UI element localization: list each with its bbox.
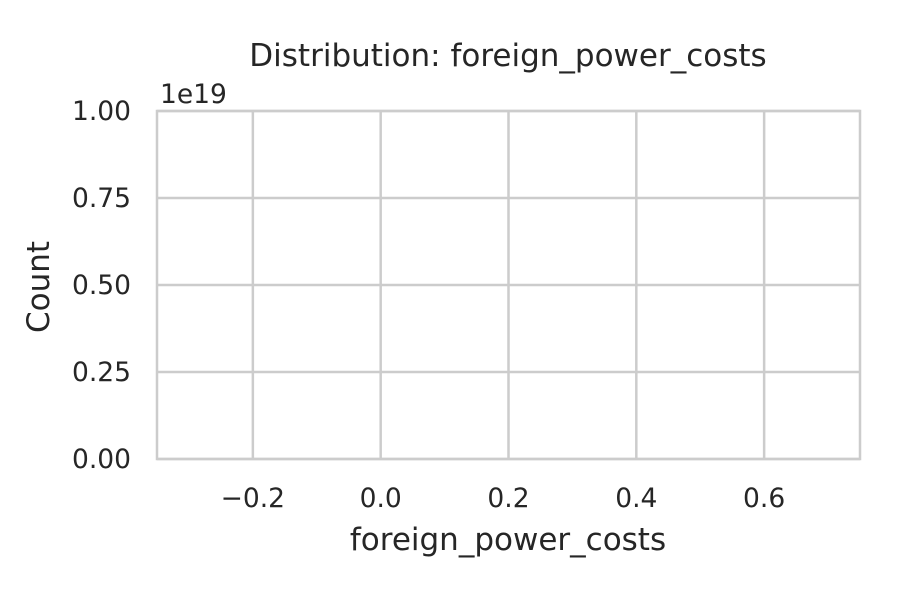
plot-frame <box>155 109 862 461</box>
y-axis-label: Count <box>21 241 57 333</box>
x-tick-label: 0.6 <box>743 483 785 514</box>
y-tick-label: 0.50 <box>72 270 131 301</box>
y-tick-label: 0.75 <box>72 183 131 214</box>
x-tick-label: 0.0 <box>360 483 402 514</box>
x-tick-label: 0.2 <box>487 483 529 514</box>
y-axis-offset-label: 1e19 <box>160 79 227 110</box>
x-tick-label: −0.2 <box>221 483 285 514</box>
y-axis-ticks: 0.00 0.25 0.50 0.75 1.00 <box>72 96 131 475</box>
x-tick-label: 0.4 <box>615 483 657 514</box>
chart-title: Distribution: foreign_power_costs <box>249 38 766 74</box>
y-tick-label: 0.00 <box>72 444 131 475</box>
y-tick-label: 0.25 <box>72 357 131 388</box>
x-axis-ticks: −0.2 0.0 0.2 0.4 0.6 <box>221 483 786 514</box>
x-axis-label: foreign_power_costs <box>350 522 666 558</box>
y-tick-label: 1.00 <box>72 96 131 127</box>
